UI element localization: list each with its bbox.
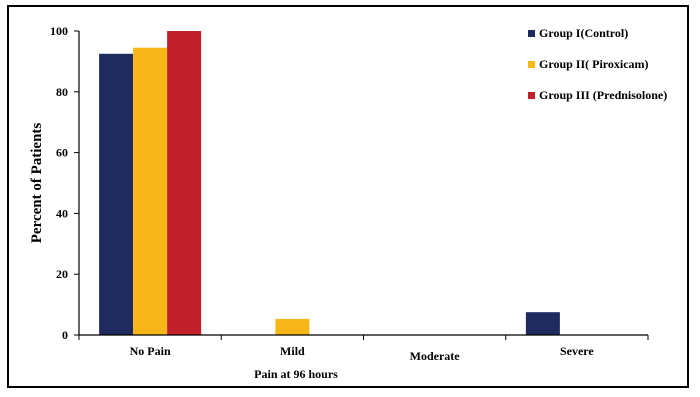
legend-label: Group I(Control) bbox=[539, 26, 628, 40]
x-tick-label: Severe bbox=[560, 344, 594, 358]
y-tick-label: 60 bbox=[56, 146, 68, 160]
x-tick-label: Mild bbox=[280, 344, 305, 358]
bar bbox=[525, 312, 560, 335]
x-tick-label: Moderate bbox=[410, 349, 461, 363]
y-tick-label: 80 bbox=[56, 85, 68, 99]
x-tick-label: No Pain bbox=[130, 344, 171, 358]
legend-label: Group II( Piroxicam) bbox=[539, 57, 649, 71]
bar bbox=[99, 53, 134, 336]
legend-swatch bbox=[528, 61, 535, 68]
legend: Group I(Control) Group II( Piroxicam) Grou… bbox=[528, 26, 667, 102]
y-tick-label: 40 bbox=[56, 206, 68, 220]
bar bbox=[167, 31, 202, 335]
legend-swatch bbox=[528, 92, 535, 99]
y-tick-label: 0 bbox=[62, 328, 68, 342]
bar bbox=[275, 318, 310, 335]
y-tick-label: 100 bbox=[50, 24, 68, 38]
y-axis-title: Percent of Patients bbox=[29, 123, 45, 244]
y-ticks: 0 20 40 60 80 100 bbox=[50, 24, 79, 342]
legend-label: Group III (Prednisolone) bbox=[539, 88, 667, 102]
x-axis-title: Pain at 96 hours bbox=[254, 367, 338, 381]
y-tick-label: 20 bbox=[56, 267, 68, 281]
bars-layer bbox=[99, 31, 560, 336]
x-ticks: No Pain Mild Moderate Severe bbox=[78, 335, 649, 363]
bar bbox=[133, 47, 168, 335]
legend-swatch bbox=[528, 30, 535, 37]
